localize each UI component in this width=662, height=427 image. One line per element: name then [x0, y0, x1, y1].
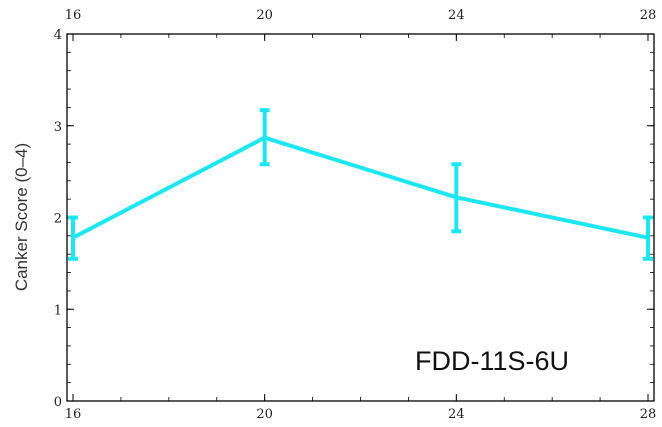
y-tick-label: 3	[54, 120, 62, 135]
x-axis-top: 16 20 24 28	[65, 8, 657, 41]
error-bars	[68, 108, 653, 261]
y-tick-label: 4	[54, 28, 62, 43]
y-tick-label: 2	[54, 212, 62, 227]
y-axis: 0 1 2 3 4	[54, 28, 654, 410]
x-tick-label: 20	[256, 407, 273, 422]
y-tick-label: 1	[54, 303, 62, 318]
series-line	[72, 135, 649, 240]
x-tick-label: 16	[65, 407, 82, 422]
x-top-tick-label: 28	[640, 8, 657, 23]
x-top-tick-label: 20	[256, 8, 273, 23]
x-tick-label: 28	[640, 407, 657, 422]
x-tick-label: 24	[448, 407, 465, 422]
y-tick-label: 0	[54, 395, 62, 410]
x-top-tick-label: 24	[448, 8, 465, 23]
x-top-tick-label: 16	[65, 8, 82, 23]
y-axis-label: Canker Score (0–4)	[12, 143, 31, 291]
chart-annotation: FDD-11S-6U	[415, 346, 569, 376]
x-axis-bottom: 16 20 24 28	[65, 394, 657, 422]
